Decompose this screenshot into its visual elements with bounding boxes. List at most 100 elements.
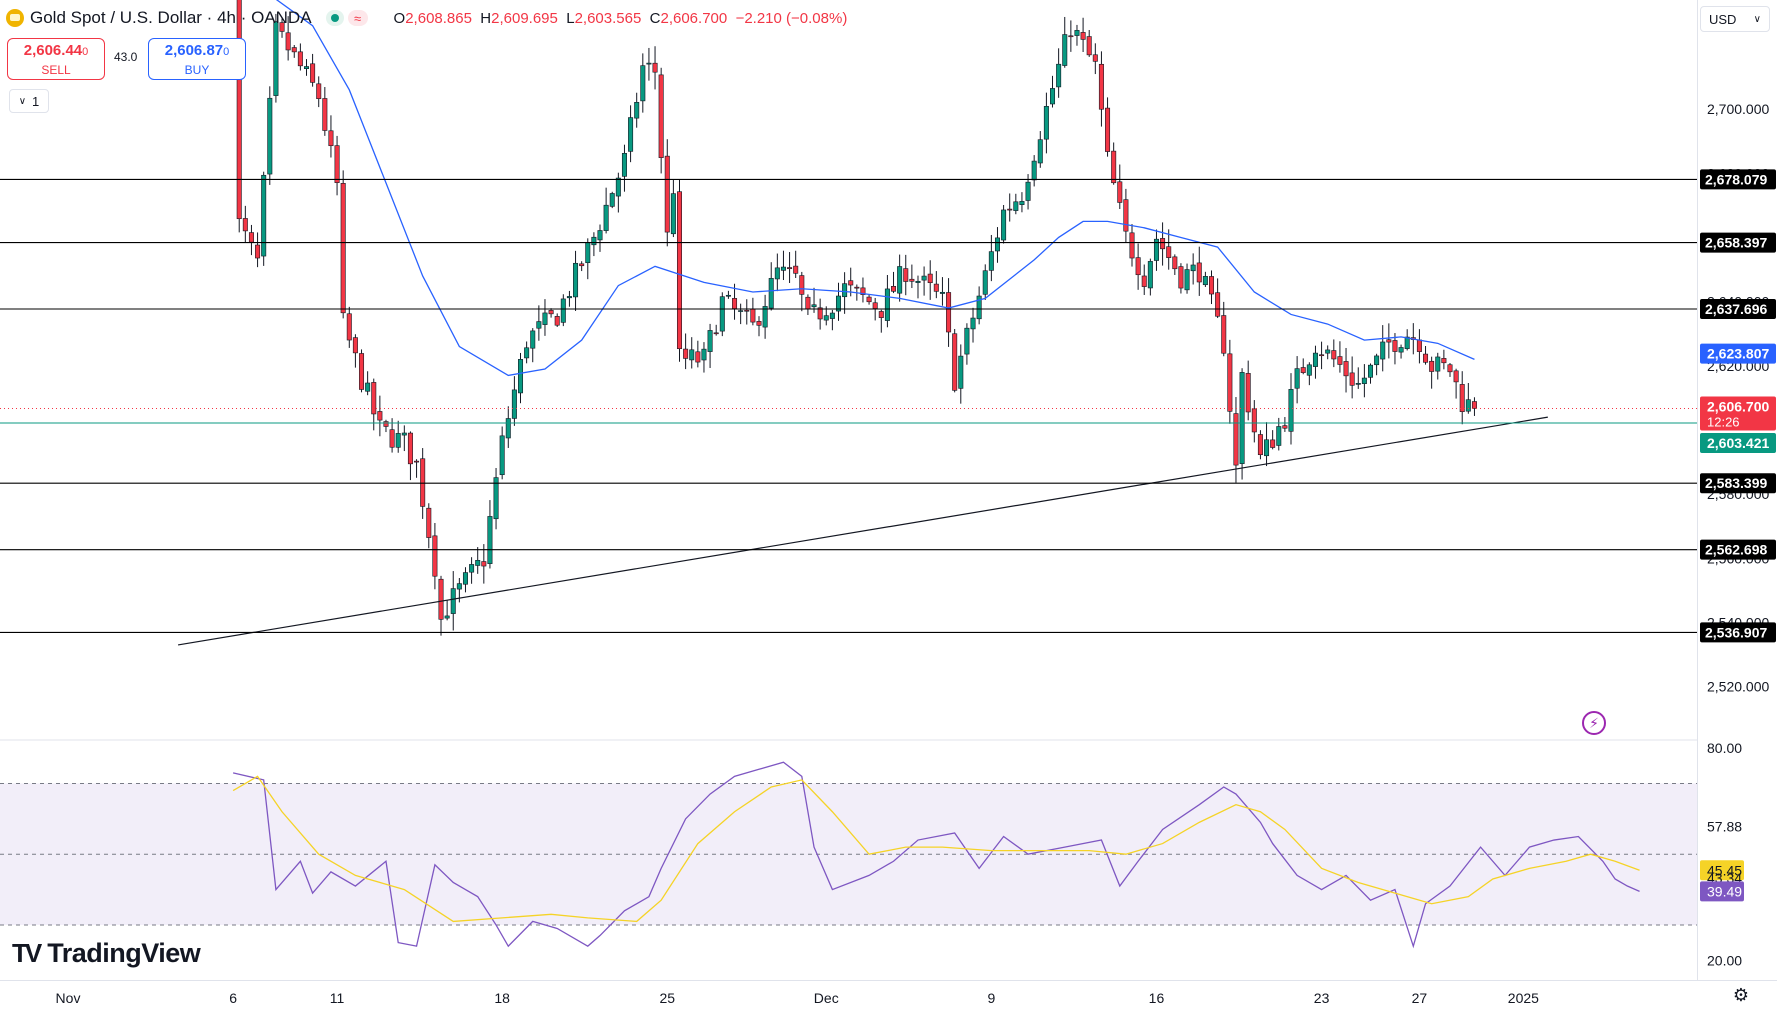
candle-down bbox=[1233, 413, 1239, 466]
candle-up bbox=[1056, 63, 1062, 88]
time-tick-label: Nov bbox=[56, 990, 81, 1006]
candle-up bbox=[1276, 426, 1282, 446]
candle-up bbox=[597, 230, 603, 241]
quantity-selector[interactable]: ∨ 1 bbox=[9, 89, 49, 113]
candle-down bbox=[407, 432, 413, 465]
buy-button[interactable]: 2,606.870 BUY bbox=[148, 38, 246, 80]
time-tick-label: 23 bbox=[1314, 990, 1330, 1006]
tv-mark-icon: TV bbox=[12, 938, 42, 968]
candle-up bbox=[988, 251, 994, 271]
candle-down bbox=[1282, 425, 1288, 429]
symbol-title[interactable]: Gold Spot / U.S. Dollar · 4h · OANDA bbox=[30, 8, 312, 27]
candle-down bbox=[1257, 434, 1263, 456]
candle-up bbox=[689, 349, 695, 361]
candle-up bbox=[273, 21, 279, 96]
candle-up bbox=[444, 615, 450, 619]
candle-down bbox=[371, 382, 377, 415]
candle-up bbox=[725, 294, 731, 297]
candle-down bbox=[1141, 275, 1147, 287]
level-price-tag bbox=[1700, 169, 1776, 190]
candle-down bbox=[1068, 35, 1074, 38]
candle-up bbox=[982, 270, 988, 295]
candle-up bbox=[1355, 383, 1361, 385]
ohlc-readout: O2,608.865 H2,609.695 L2,603.565 C2,606.… bbox=[393, 9, 848, 27]
candle-down bbox=[1349, 372, 1355, 386]
market-open-icon[interactable] bbox=[325, 10, 344, 26]
candle-up bbox=[487, 516, 493, 564]
candle-down bbox=[334, 145, 340, 183]
candle-up bbox=[1312, 352, 1318, 367]
candle-up bbox=[1435, 356, 1441, 372]
candle-up bbox=[1465, 399, 1471, 412]
candle-up bbox=[1294, 368, 1300, 389]
time-tick-label: 25 bbox=[659, 990, 675, 1006]
close-value: 2,606.700 bbox=[660, 9, 728, 27]
candle-up bbox=[701, 348, 707, 361]
candle-down bbox=[291, 47, 297, 53]
candle-down bbox=[664, 155, 670, 233]
price-tick-label: 2,520.000 bbox=[1707, 679, 1769, 695]
candle-down bbox=[1429, 360, 1435, 372]
candle-down bbox=[279, 22, 285, 32]
candle-up bbox=[964, 327, 970, 355]
candle-down bbox=[328, 130, 334, 147]
candle-down bbox=[1453, 370, 1459, 383]
candle-down bbox=[676, 191, 682, 350]
support-price-tag bbox=[1700, 432, 1776, 453]
candle-up bbox=[499, 435, 505, 476]
candle-up bbox=[640, 65, 646, 102]
rsi-ma-line bbox=[232, 775, 1640, 923]
settings-gear-icon[interactable]: ⚙ bbox=[1732, 985, 1750, 1005]
candle-up bbox=[475, 560, 481, 566]
rsi-ma-value-label: 45.45 bbox=[1707, 862, 1742, 878]
data-delay-icon[interactable]: ≈ bbox=[347, 10, 368, 26]
currency-dropdown[interactable]: USD ∨ bbox=[1700, 6, 1770, 32]
time-tick-label: 27 bbox=[1412, 990, 1428, 1006]
candle-up bbox=[615, 177, 621, 197]
candle-up bbox=[609, 193, 615, 207]
candle-up bbox=[829, 312, 835, 319]
candle-up bbox=[1398, 347, 1404, 353]
level-price-tag bbox=[1700, 232, 1776, 253]
tradingview-logo[interactable]: TV TradingView bbox=[12, 938, 201, 969]
candle-down bbox=[848, 280, 854, 286]
candle-up bbox=[469, 564, 475, 573]
time-tick-label: 18 bbox=[494, 990, 510, 1006]
candle-down bbox=[854, 286, 860, 289]
candle-down bbox=[787, 267, 793, 270]
candle-up bbox=[884, 288, 890, 321]
time-tick-label: 11 bbox=[330, 990, 345, 1006]
sell-price: 2,606.44 bbox=[23, 42, 83, 59]
ma-price-tag bbox=[1700, 343, 1776, 364]
candle-up bbox=[719, 296, 725, 332]
quantity-value: 1 bbox=[32, 93, 40, 109]
candle-up bbox=[1367, 364, 1373, 378]
candle-up bbox=[842, 283, 848, 298]
lightning-icon[interactable]: ⚡ bbox=[1582, 711, 1606, 735]
candle-up bbox=[603, 204, 609, 231]
candle-down bbox=[805, 296, 811, 310]
candle-up bbox=[646, 62, 652, 65]
sell-button[interactable]: 2,606.440 SELL bbox=[7, 38, 105, 80]
candle-down bbox=[732, 298, 738, 309]
candle-up bbox=[566, 296, 572, 299]
candle-up bbox=[628, 117, 634, 152]
candle-down bbox=[1251, 408, 1257, 433]
candle-down bbox=[1441, 358, 1447, 364]
candle-down bbox=[1111, 150, 1117, 184]
candle-up bbox=[524, 347, 530, 359]
candle-down bbox=[1117, 181, 1123, 203]
candle-down bbox=[793, 265, 799, 274]
candle-down bbox=[340, 183, 346, 314]
candle-up bbox=[365, 382, 371, 392]
candle-up bbox=[1031, 160, 1037, 181]
candle-up bbox=[780, 266, 786, 271]
candle-up bbox=[835, 295, 841, 312]
buy-label: BUY bbox=[184, 63, 210, 77]
price-tick-label: 2,700.000 bbox=[1707, 101, 1769, 117]
candle-up bbox=[493, 477, 499, 520]
candle-up bbox=[1050, 88, 1056, 105]
sell-label: SELL bbox=[41, 63, 71, 77]
high-value: 2,609.695 bbox=[491, 9, 558, 27]
